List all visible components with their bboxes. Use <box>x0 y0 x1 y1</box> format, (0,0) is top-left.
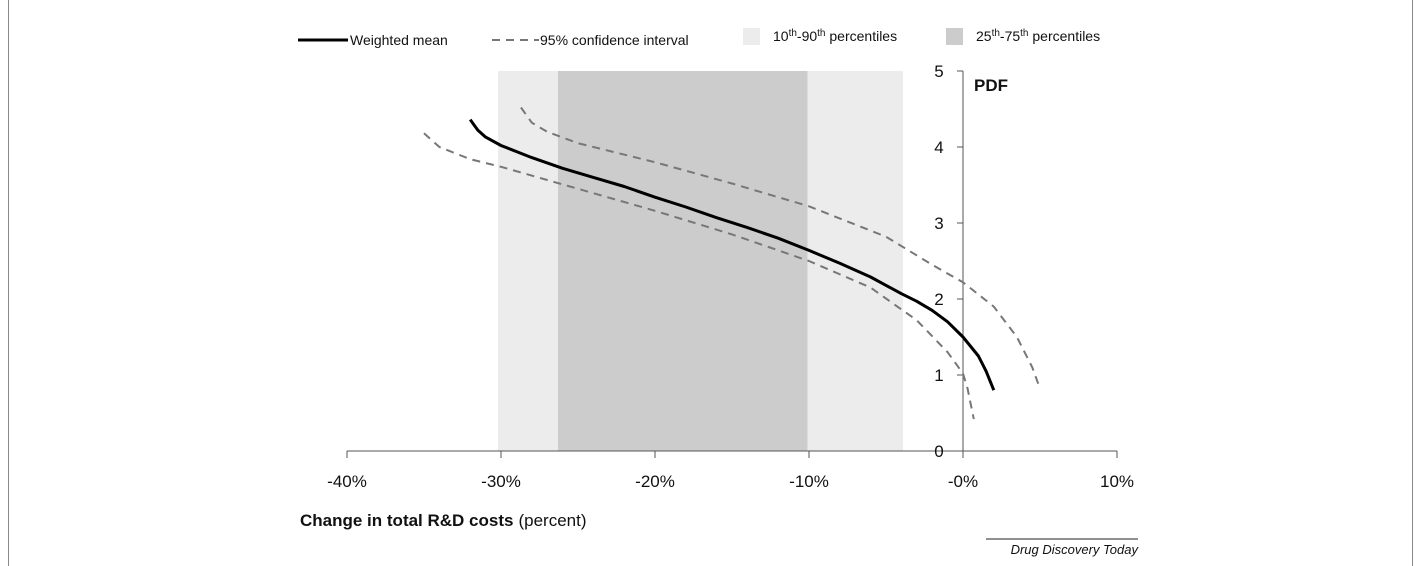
legend: Weighted mean 95% confidence interval 10… <box>298 28 1100 48</box>
legend-ci-label: 95% confidence interval <box>540 32 689 48</box>
band-p25-75 <box>557 71 808 451</box>
y-tick-label: 1 <box>934 366 943 385</box>
series-ci-upper <box>520 106 1041 390</box>
percentile-bands <box>497 71 903 451</box>
y-tick-label: 5 <box>934 62 943 81</box>
series-weighted-mean <box>468 118 996 391</box>
x-tick-label: -40% <box>327 472 367 491</box>
x-tick-label: -10% <box>789 472 829 491</box>
y-tick-label: 0 <box>934 442 943 461</box>
legend-p25-75-label: 25th-75th percentiles <box>976 28 1100 44</box>
figure-frame: -40% -30% -20% -10% -0% 10% 0 1 2 3 4 5 Weighted me… <box>8 0 1413 566</box>
x-axis-title-main: Change in total R&D costs <box>300 511 513 530</box>
x-tick-label: -0% <box>948 472 978 491</box>
y-tick-label: 4 <box>934 138 943 157</box>
source-label: Drug Discovery Today <box>1011 542 1140 557</box>
series-ci-lower <box>423 132 975 420</box>
legend-mean-label: Weighted mean <box>350 32 448 48</box>
x-tick-label: -30% <box>481 472 521 491</box>
axes: -40% -30% -20% -10% -0% 10% 0 1 2 3 4 5 <box>327 62 1134 491</box>
x-tick-label: -20% <box>635 472 675 491</box>
legend-p10-90-label: 10th-90th percentiles <box>773 28 897 44</box>
y-axis-title: PDF <box>974 76 1008 95</box>
legend-p10-90-swatch <box>743 28 760 45</box>
x-axis-title: Change in total R&D costs (percent) <box>300 511 587 530</box>
x-tick-label: 10% <box>1100 472 1134 491</box>
y-tick-label: 3 <box>934 214 943 233</box>
legend-p25-75-swatch <box>946 28 963 45</box>
series-lines <box>423 106 1041 420</box>
y-tick-label: 2 <box>934 290 943 309</box>
chart: -40% -30% -20% -10% -0% 10% 0 1 2 3 4 5 Weighted me… <box>298 28 1140 557</box>
x-axis-title-unit: (percent) <box>518 511 586 530</box>
